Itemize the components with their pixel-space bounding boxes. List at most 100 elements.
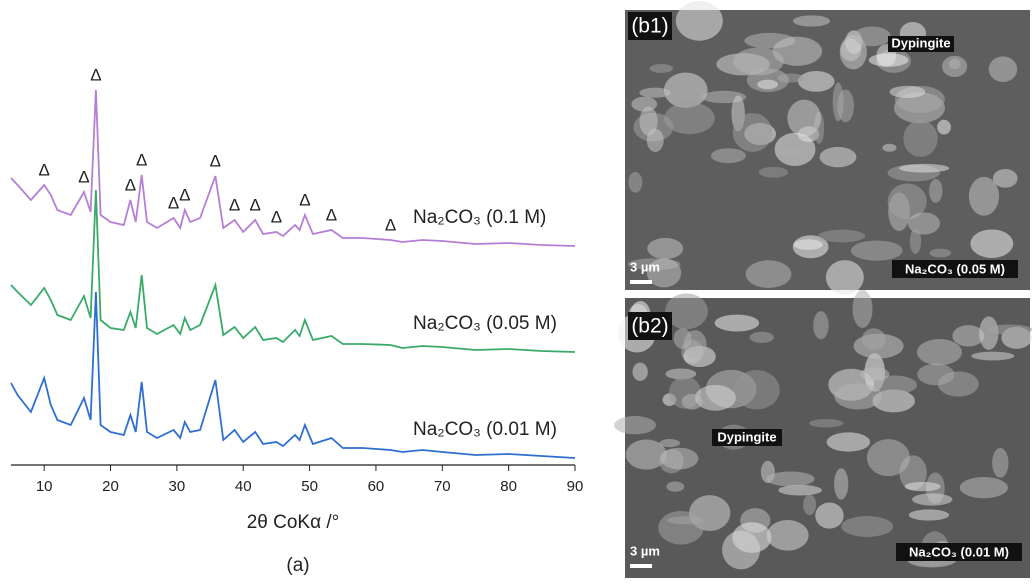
texture [862, 328, 886, 350]
texture [658, 511, 704, 545]
texture [733, 48, 783, 76]
x-tick-label: 70 [434, 478, 451, 495]
texture [614, 416, 656, 434]
peak-marker: Δ [229, 195, 240, 214]
series-label: Na₂CO₃ (0.1 M) [413, 207, 546, 228]
texture [930, 249, 952, 258]
x-axis-label: 2θ CoKα /° [247, 512, 340, 533]
peak-marker: Δ [125, 175, 136, 194]
texture [960, 477, 1008, 498]
texture [711, 148, 746, 163]
series-label: Na₂CO₃ (0.01 M) [413, 419, 557, 440]
texture [818, 230, 865, 243]
panel-label: (b1) [631, 15, 668, 38]
x-tick-label: 50 [301, 478, 318, 495]
peak-marker: Δ [326, 205, 337, 224]
scale-bar [630, 280, 652, 284]
series-label: Na₂CO₃ (0.05 M) [413, 313, 557, 334]
texture [664, 102, 715, 134]
annotation: Dypingite [891, 35, 950, 50]
texture [929, 179, 942, 203]
peak-marker: Δ [90, 65, 101, 84]
peak-marker: Δ [179, 185, 190, 204]
texture [749, 332, 773, 343]
texture [834, 468, 848, 499]
texture [733, 370, 779, 410]
texture [841, 516, 893, 537]
texture [757, 80, 778, 90]
texture [666, 482, 684, 492]
texture [766, 471, 814, 486]
texture [733, 113, 773, 152]
texture [793, 15, 830, 26]
x-tick-label: 30 [169, 478, 186, 495]
texture [798, 71, 835, 92]
texture [794, 239, 823, 250]
texture [833, 83, 844, 122]
annotation: Dypingite [717, 429, 776, 444]
peak-marker: Δ [299, 190, 310, 209]
x-tick-label: 10 [36, 478, 53, 495]
texture [938, 371, 979, 396]
texture [942, 56, 967, 77]
texture [813, 311, 828, 339]
x-tick-label: 80 [500, 478, 517, 495]
texture [882, 144, 896, 152]
peak-marker: Δ [210, 151, 221, 170]
texture [971, 352, 1014, 361]
caption: (a) [286, 555, 309, 576]
texture [826, 260, 864, 295]
texture [647, 238, 683, 259]
texture [778, 485, 822, 496]
texture [890, 86, 926, 98]
texture [910, 229, 921, 254]
texture [632, 363, 647, 381]
texture [767, 520, 809, 551]
texture [778, 148, 803, 157]
texture [860, 367, 890, 381]
texture [989, 56, 1017, 82]
texture [815, 503, 843, 529]
texture [746, 260, 792, 288]
texture [684, 330, 707, 359]
texture [660, 448, 698, 470]
peak-marker: Δ [249, 195, 260, 214]
texture [667, 516, 706, 524]
texture [682, 394, 703, 410]
texture [986, 324, 1032, 334]
x-tick-label: 60 [368, 478, 385, 495]
scale-bar [630, 564, 652, 568]
peak-marker: Δ [136, 150, 147, 169]
figure: 2θ CoKα /° (a) (b1) Dypingite 3 µm Na₂CO… [0, 0, 1032, 584]
texture [909, 509, 949, 520]
texture [899, 164, 949, 173]
texture [903, 120, 937, 157]
texture [650, 64, 673, 73]
texture [867, 439, 910, 476]
texture [912, 493, 952, 505]
peak-marker: Δ [78, 167, 89, 186]
sem-panel: (b1) Dypingite 3 µm Na₂CO₃ (0.05 M) [625, 1, 1030, 295]
texture [676, 1, 723, 41]
texture [827, 432, 871, 451]
peak-marker: Δ [385, 215, 396, 234]
texture [993, 169, 1018, 188]
texture [834, 383, 882, 409]
texture [809, 419, 843, 428]
scale-bar-label: 3 µm [630, 259, 660, 274]
scale-bar-label: 3 µm [630, 543, 660, 558]
x-tick-label: 40 [235, 478, 252, 495]
panel-label: (b2) [631, 315, 668, 338]
texture [992, 448, 1008, 478]
texture [715, 315, 760, 332]
texture [639, 88, 670, 98]
texture [722, 530, 760, 569]
sample-label: Na₂CO₃ (0.05 M) [905, 261, 1005, 276]
texture [937, 120, 951, 135]
x-tick-label: 90 [567, 478, 584, 495]
sem-panel: (b2) Dypingite 3 µm Na₂CO₃ (0.01 M) [614, 290, 1032, 578]
sample-label: Na₂CO₃ (0.01 M) [909, 544, 1009, 559]
texture [803, 494, 816, 515]
texture [853, 290, 873, 328]
texture [917, 339, 962, 365]
